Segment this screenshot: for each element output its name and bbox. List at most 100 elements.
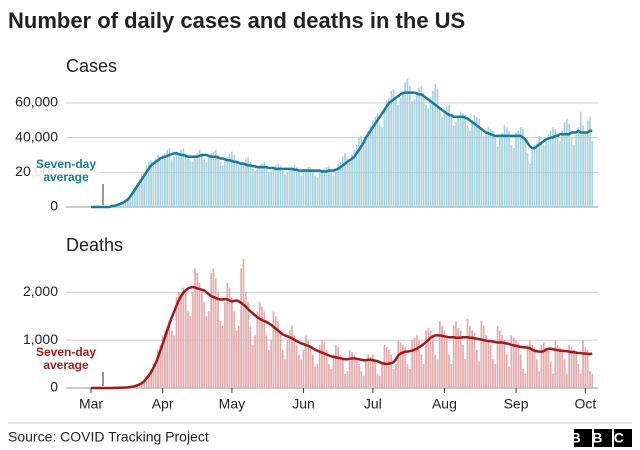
bar [194, 268, 196, 388]
bar [522, 368, 524, 388]
bar [572, 349, 575, 388]
bar [337, 163, 340, 207]
bar [187, 156, 189, 207]
bar [533, 347, 536, 388]
bar [531, 149, 534, 207]
bar [436, 359, 439, 388]
bar [263, 311, 266, 388]
bar [510, 144, 513, 207]
bar [531, 344, 534, 388]
x-tick-label: Jun [292, 396, 315, 412]
bar [224, 160, 226, 207]
bar [547, 134, 550, 207]
bar [450, 364, 453, 388]
bar [579, 111, 582, 207]
bar [203, 301, 206, 388]
bar [191, 161, 194, 207]
bar [471, 330, 473, 388]
bar [205, 161, 208, 207]
bar [494, 137, 497, 207]
bar [369, 356, 372, 388]
bar [270, 170, 273, 207]
bar [152, 364, 155, 388]
bar [281, 170, 284, 207]
bar [503, 340, 506, 388]
bar [173, 335, 176, 388]
bar [212, 151, 215, 207]
bar [154, 158, 157, 207]
bar [291, 167, 293, 207]
bar [251, 344, 254, 388]
bar [475, 116, 478, 207]
bar [235, 330, 238, 388]
bar [355, 359, 358, 388]
bar [298, 354, 300, 388]
bar [164, 330, 166, 388]
bar [127, 197, 129, 207]
bar [196, 153, 199, 207]
bar [443, 109, 446, 207]
bar [515, 340, 517, 388]
bar [147, 161, 150, 207]
bar [145, 165, 148, 207]
bar [478, 118, 480, 207]
bar [145, 376, 148, 388]
bar [189, 160, 192, 207]
bar [365, 139, 367, 207]
bar [519, 127, 522, 207]
bar [134, 186, 136, 207]
bar [295, 344, 298, 388]
y-tick-label: 1,000 [23, 331, 58, 347]
bar [265, 167, 268, 207]
bar [468, 130, 471, 207]
bar [408, 368, 411, 388]
bar [281, 349, 284, 388]
bar [210, 153, 212, 207]
bar [526, 153, 529, 207]
bar [302, 349, 305, 388]
bar [217, 155, 219, 207]
bar [198, 149, 201, 207]
bar [427, 328, 430, 388]
bar [371, 354, 374, 388]
bar [171, 330, 173, 388]
bar [335, 344, 337, 388]
bar [272, 167, 275, 207]
panel-title: Deaths [66, 235, 123, 255]
bar [180, 292, 182, 388]
bar [129, 194, 132, 207]
logo [574, 429, 632, 447]
bar [136, 182, 139, 207]
bar [237, 165, 240, 207]
bar [589, 371, 591, 388]
bar [515, 132, 517, 207]
bar [432, 335, 434, 388]
bar [434, 354, 437, 388]
bar [519, 354, 522, 388]
bar [388, 349, 390, 388]
bar [584, 347, 587, 388]
bar [443, 330, 446, 388]
bar [441, 325, 443, 388]
bar [438, 106, 441, 207]
bar [561, 349, 564, 388]
bar [459, 111, 462, 207]
bar [154, 361, 157, 388]
bar [254, 170, 256, 207]
bar [122, 201, 125, 207]
bar [150, 160, 152, 207]
bar [157, 349, 159, 388]
bar [251, 168, 254, 207]
series-note: Seven-day average [31, 158, 101, 184]
bar [214, 277, 217, 388]
page-title: Number of daily cases and deaths in the … [8, 8, 465, 33]
bar [150, 368, 152, 388]
bar [429, 97, 432, 207]
bar [589, 116, 591, 207]
bar [318, 344, 321, 388]
bar [207, 156, 210, 207]
bar [552, 373, 554, 388]
bar [399, 342, 402, 388]
bar [505, 354, 508, 388]
